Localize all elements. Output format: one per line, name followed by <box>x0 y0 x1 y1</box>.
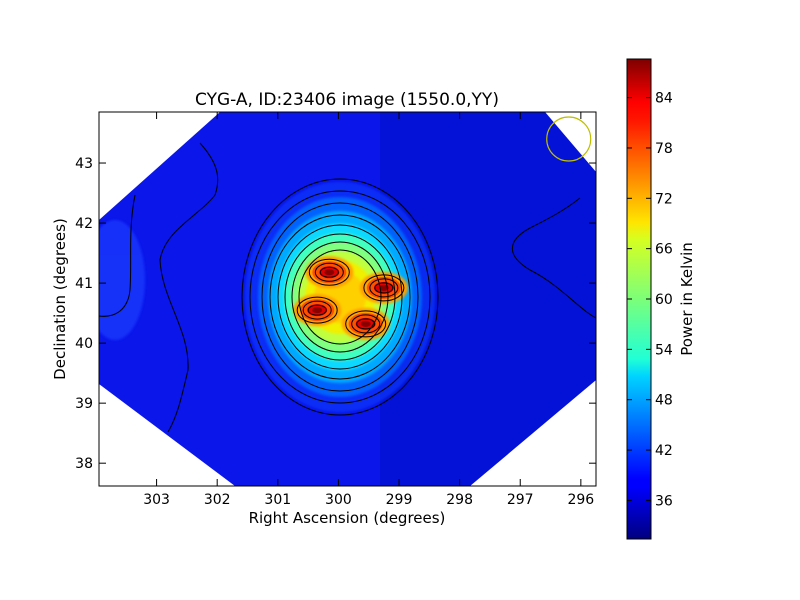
peak-contour <box>302 300 332 320</box>
contour <box>284 233 396 361</box>
contour <box>261 202 419 392</box>
peak-contour <box>307 304 327 316</box>
contour-lines <box>99 142 596 433</box>
heatmap-image <box>99 112 596 486</box>
colorbar-tick-label: 66 <box>655 242 673 258</box>
peak-source <box>305 256 354 289</box>
peak-contour <box>319 266 339 278</box>
x-axis: 303 302 301 300 299 298 297 296 <box>143 112 594 508</box>
x-tick-label: 296 <box>567 492 594 508</box>
colorbar-tick-label: 48 <box>655 393 673 409</box>
peak-contour <box>314 262 344 282</box>
y-tick-label: 41 <box>75 276 93 292</box>
contour <box>269 214 411 380</box>
peak-contour <box>374 282 394 294</box>
contour <box>277 224 403 370</box>
colorbar-tick-label: 78 <box>655 141 673 157</box>
colorbar-tick-label: 84 <box>655 91 673 107</box>
peak-contour <box>345 310 387 338</box>
y-tick-label: 42 <box>75 216 93 232</box>
peak-source <box>359 271 408 304</box>
x-tick-label: 301 <box>264 492 291 508</box>
peak-contour <box>363 274 405 302</box>
colorbar-label: Power in Kelvin <box>678 242 696 356</box>
x-axis-label: Right Ascension (degrees) <box>249 509 446 527</box>
peak-contour <box>296 296 338 324</box>
peak-contour <box>356 318 376 330</box>
contour <box>99 194 136 317</box>
colorbar-tick-label: 60 <box>655 292 673 308</box>
y-tick-label: 40 <box>75 336 93 352</box>
contour <box>241 178 439 416</box>
y-axis-label: Declination (degrees) <box>51 218 69 380</box>
peak-contour <box>369 278 399 298</box>
colorbar-tick-label: 72 <box>655 191 673 207</box>
x-tick-label: 299 <box>386 492 413 508</box>
plot-area <box>98 111 597 487</box>
peak-contour <box>351 314 381 334</box>
y-axis: 38 39 40 41 42 43 <box>75 156 596 472</box>
colorbar-tick-label: 54 <box>655 342 673 358</box>
peak-contour <box>308 258 350 286</box>
colorbar-tick-label: 36 <box>655 493 673 509</box>
x-tick-label: 303 <box>143 492 170 508</box>
contour <box>511 197 596 319</box>
x-tick-label: 300 <box>325 492 352 508</box>
x-tick-label: 297 <box>507 492 534 508</box>
peak-source <box>293 294 342 327</box>
contour <box>249 190 431 404</box>
colorbar-tick-label: 42 <box>655 443 673 459</box>
colorbar: 36 42 48 54 60 66 72 78 84 Power in Kelvin <box>626 58 696 540</box>
x-tick-label: 298 <box>446 492 473 508</box>
beam-marker <box>546 116 592 162</box>
colorbar-ticks: 36 42 48 54 60 66 72 78 84 <box>627 91 673 509</box>
contour <box>159 142 219 433</box>
y-tick-label: 43 <box>75 156 93 172</box>
y-tick-label: 39 <box>75 396 93 412</box>
plot-frame <box>98 111 597 487</box>
y-tick-label: 38 <box>75 456 93 472</box>
chart-title: CYG-A, ID:23406 image (1550.0,YY) <box>195 90 499 110</box>
x-tick-label: 302 <box>204 492 231 508</box>
